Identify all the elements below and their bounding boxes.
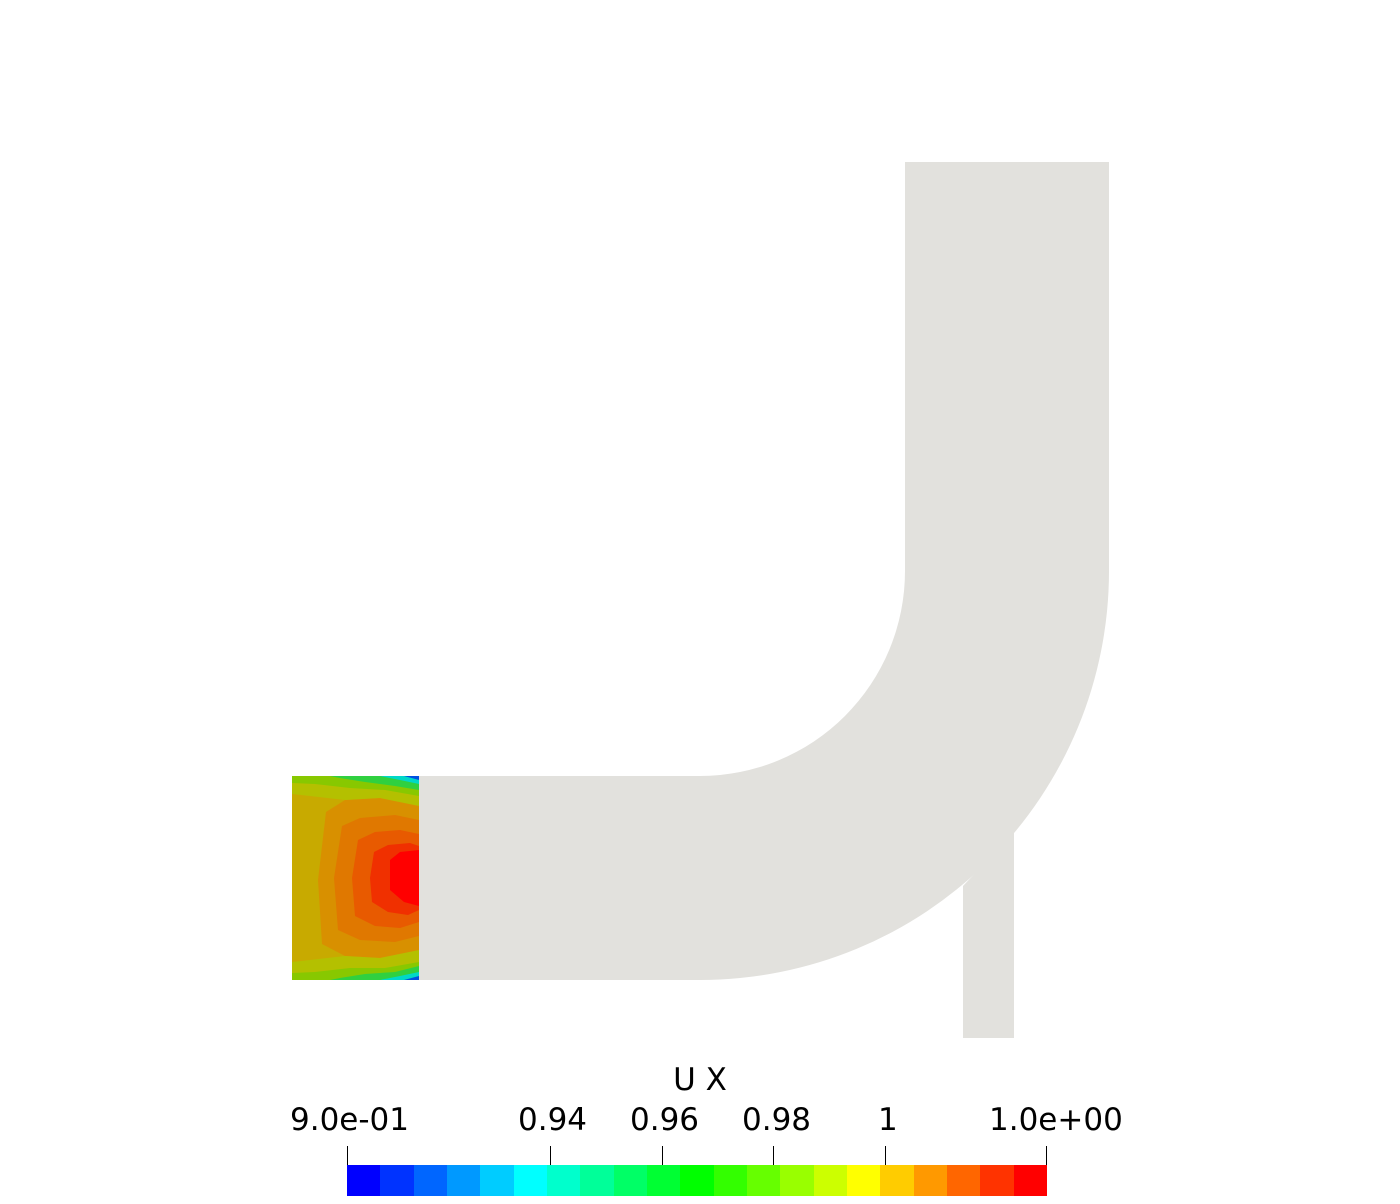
color-swatch bbox=[713, 1165, 747, 1196]
color-swatch bbox=[780, 1165, 814, 1196]
color-swatch bbox=[980, 1165, 1014, 1196]
tick-label-max: 1.0e+00 bbox=[989, 1102, 1123, 1138]
legend-title: U X bbox=[673, 1062, 727, 1098]
pipe-elbow-body bbox=[292, 162, 1109, 980]
color-swatch bbox=[513, 1165, 547, 1196]
color-swatch bbox=[580, 1165, 614, 1196]
color-swatch bbox=[546, 1165, 581, 1196]
tick-label-0-98: 0.98 bbox=[742, 1102, 812, 1138]
color-swatch bbox=[613, 1165, 647, 1196]
pipe-side-branch bbox=[963, 832, 1014, 1038]
tick-mark bbox=[773, 1146, 774, 1166]
tick-label-0-96: 0.96 bbox=[630, 1102, 700, 1138]
color-swatch bbox=[946, 1165, 981, 1196]
tick-label-0-94: 0.94 bbox=[518, 1102, 588, 1138]
tick-mark bbox=[1046, 1146, 1047, 1166]
color-swatch bbox=[813, 1165, 847, 1196]
tick-label-1: 1 bbox=[878, 1102, 898, 1138]
tick-mark bbox=[662, 1146, 663, 1166]
tick-label-min: 9.0e-01 bbox=[290, 1102, 410, 1138]
color-swatch bbox=[746, 1165, 781, 1196]
color-swatch bbox=[480, 1165, 514, 1196]
color-swatch bbox=[380, 1165, 414, 1196]
color-swatch bbox=[413, 1165, 447, 1196]
color-swatch bbox=[913, 1165, 947, 1196]
color-swatch bbox=[1013, 1165, 1047, 1196]
color-swatch bbox=[680, 1165, 714, 1196]
color-scale-bar bbox=[347, 1165, 1047, 1196]
tick-mark bbox=[885, 1146, 886, 1166]
color-swatch bbox=[347, 1165, 381, 1196]
color-swatch bbox=[446, 1165, 481, 1196]
color-swatch bbox=[880, 1165, 914, 1196]
inlet-contour-field bbox=[292, 776, 419, 980]
tick-mark bbox=[347, 1146, 348, 1166]
tick-mark bbox=[550, 1146, 551, 1166]
color-swatch bbox=[846, 1165, 881, 1196]
color-swatch bbox=[646, 1165, 681, 1196]
